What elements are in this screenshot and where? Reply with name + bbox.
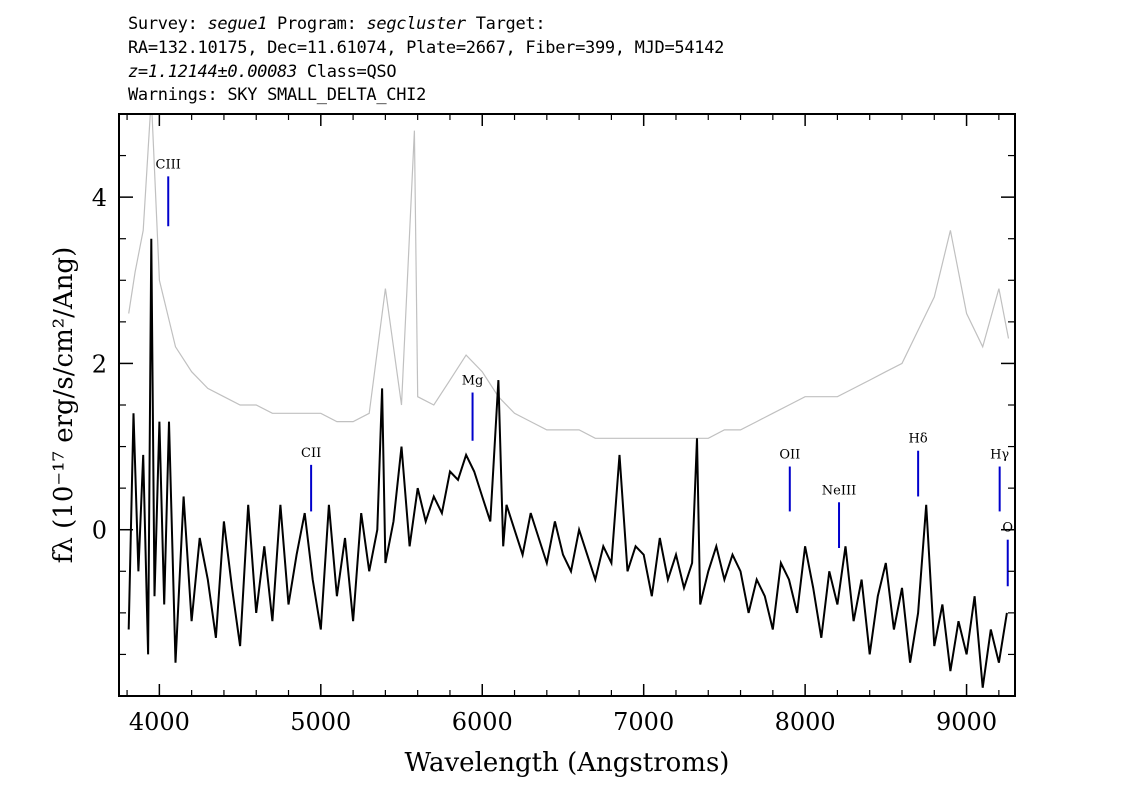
line-marker-label: OII <box>779 448 800 463</box>
line-marker-label: CIII <box>156 157 181 172</box>
x-tick-label: 4000 <box>129 708 190 736</box>
error-line <box>128 114 1010 439</box>
y-tick-label: 0 <box>92 517 107 545</box>
line-marker-label: Hγ <box>990 448 1009 463</box>
target-prefix: Target: <box>465 14 546 34</box>
axis-ticks: 4000 5000 6000 7000 8000 9000 0 2 4 <box>92 114 1015 736</box>
flux-series <box>127 238 1008 688</box>
y-axis-title: fλ (10⁻¹⁷ erg/s/cm²/Ang) <box>49 247 79 563</box>
x-tick-label: 6000 <box>452 708 513 736</box>
error-series <box>128 114 1010 439</box>
line-marker-label: Mg <box>462 374 484 389</box>
y-tick-label: 4 <box>92 184 107 212</box>
class-text: Class=QSO <box>296 62 397 82</box>
line-markers: CIII CII Mg OII NeIII Hδ Hγ O <box>156 157 1013 587</box>
x-tick-label: 5000 <box>290 708 351 736</box>
x-axis-title: Wavelength (Angstroms) <box>405 748 730 778</box>
survey-prefix: Survey: <box>128 14 208 34</box>
y-tick-label: 2 <box>92 350 107 378</box>
x-tick-label: 7000 <box>613 708 674 736</box>
redshift-text: z=1.12144±0.00083 <box>128 62 297 82</box>
x-tick-label: 8000 <box>775 708 836 736</box>
line-marker-label: O <box>1002 521 1013 536</box>
flux-line <box>127 238 1008 688</box>
header-line-3: z=1.12144±0.00083 Class=QSO <box>128 62 397 82</box>
header-line-1: Survey: segue1 Program: segcluster Targe… <box>128 14 546 34</box>
survey-name: segue1 <box>207 14 268 34</box>
line-marker-label: NeIII <box>822 483 856 498</box>
header-line-2: RA=132.10175, Dec=11.61074, Plate=2667, … <box>128 38 725 58</box>
program-name: segcluster <box>366 14 466 34</box>
header-line-4: Warnings: SKY SMALL_DELTA_CHI2 <box>128 85 427 105</box>
line-marker-label: Hδ <box>909 432 928 447</box>
program-prefix: Program: <box>267 14 367 34</box>
x-tick-label: 9000 <box>936 708 997 736</box>
line-marker-label: CII <box>301 446 321 461</box>
